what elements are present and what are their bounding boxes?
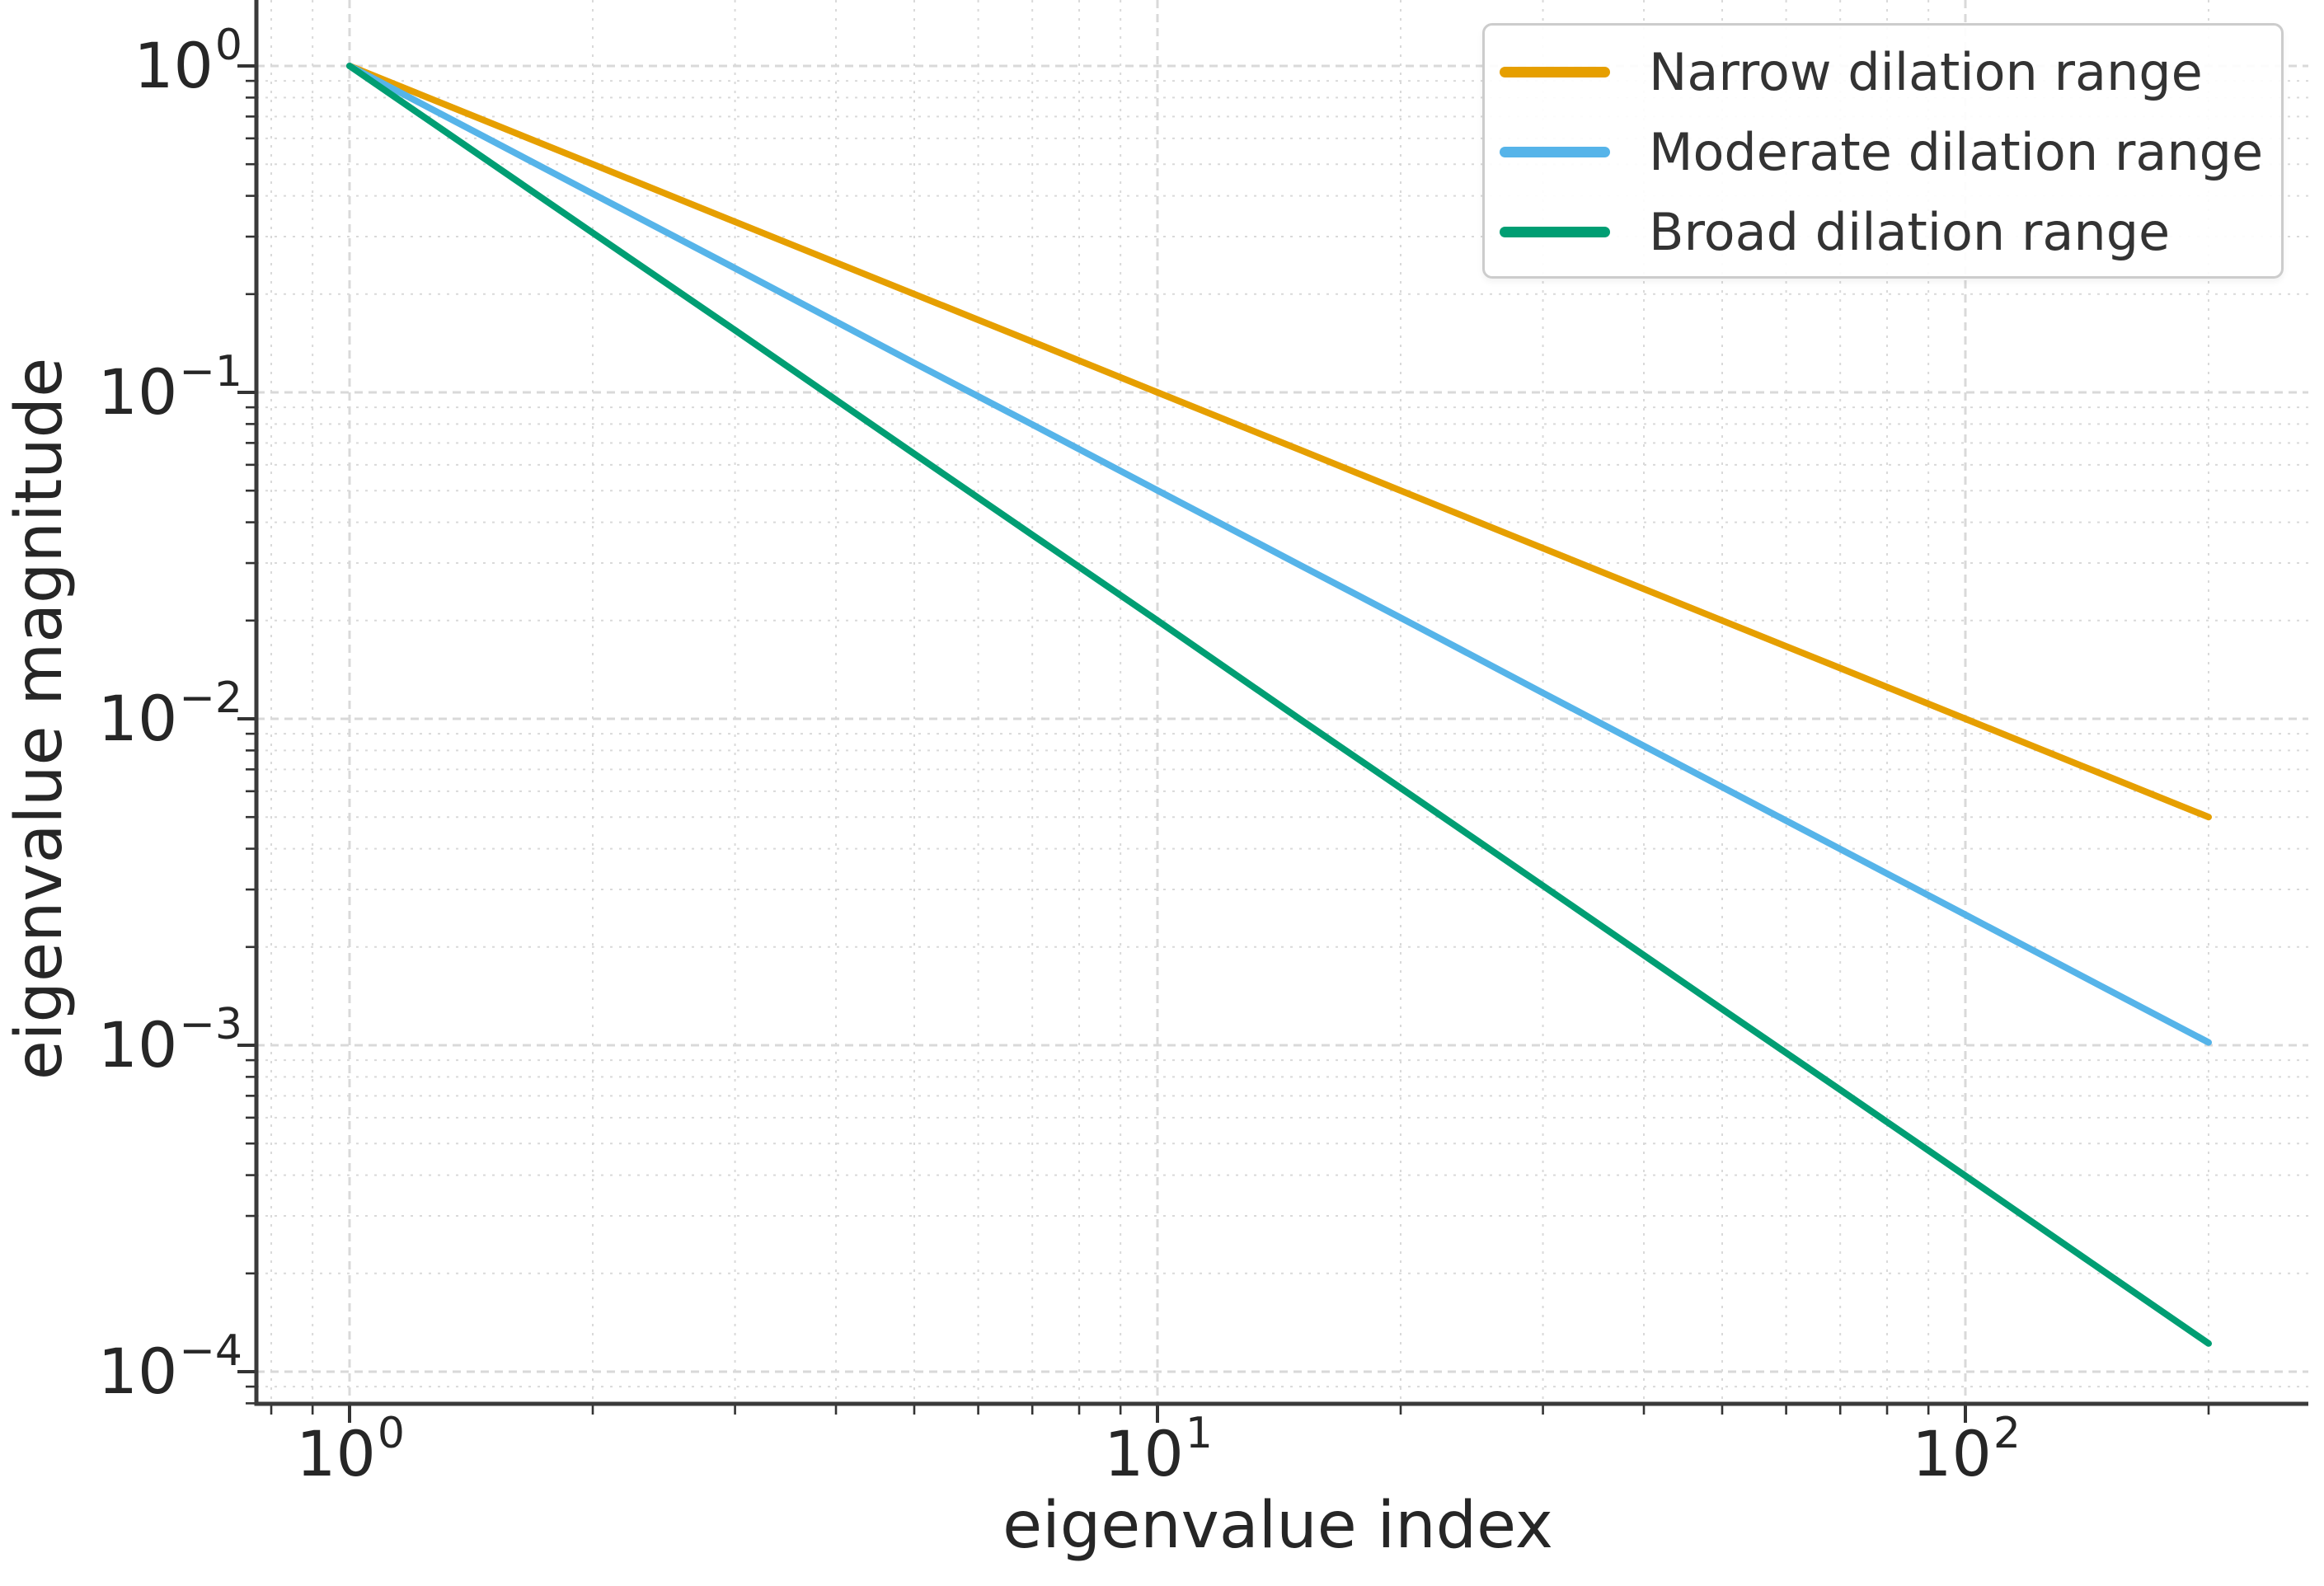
x-tick-label-1e0: 100 — [296, 1409, 405, 1490]
x-tick-label-1e2: 102 — [1912, 1409, 2021, 1490]
exponent: 0 — [214, 21, 242, 70]
legend-line-sample-broad — [1500, 227, 1610, 237]
exponent: −3 — [179, 1000, 242, 1049]
exponent: 1 — [1185, 1409, 1213, 1458]
legend-line-sample-moderate — [1500, 147, 1610, 157]
y-tick-label-1e-4: 10−4 — [97, 1326, 242, 1408]
x-tick-label-1e1: 101 — [1104, 1409, 1213, 1490]
y-tick-label-1e-1: 10−1 — [97, 347, 242, 429]
exponent: −1 — [179, 347, 242, 396]
y-axis-title: eigenvalue magnitude — [2, 357, 77, 1081]
x-axis-title: eigenvalue index — [1002, 1489, 1553, 1563]
legend-label: Narrow dilation range — [1649, 41, 2203, 102]
legend-label: Moderate dilation range — [1649, 121, 2264, 182]
legend-line-sample-narrow — [1500, 67, 1610, 77]
series-line-narrow-dilation-range — [346, 63, 2212, 821]
exponent: 0 — [377, 1409, 405, 1458]
legend-item-broad: Broad dilation range — [1500, 192, 2281, 272]
legend: Narrow dilation range Moderate dilation … — [1482, 23, 2284, 279]
y-tick-label-1e0: 100 — [134, 21, 242, 102]
exponent: −4 — [179, 1326, 242, 1376]
legend-label: Broad dilation range — [1649, 201, 2171, 262]
series-line-broad-dilation-range — [346, 63, 2212, 1347]
y-tick-label-1e-3: 10−3 — [97, 1000, 242, 1082]
legend-item-narrow: Narrow dilation range — [1500, 32, 2281, 112]
y-tick-label-1e-2: 10−2 — [97, 673, 242, 755]
exponent: 2 — [1993, 1409, 2021, 1458]
series-line-moderate-dilation-range — [346, 63, 2212, 1046]
exponent: −2 — [179, 673, 242, 723]
legend-item-moderate: Moderate dilation range — [1500, 112, 2281, 192]
